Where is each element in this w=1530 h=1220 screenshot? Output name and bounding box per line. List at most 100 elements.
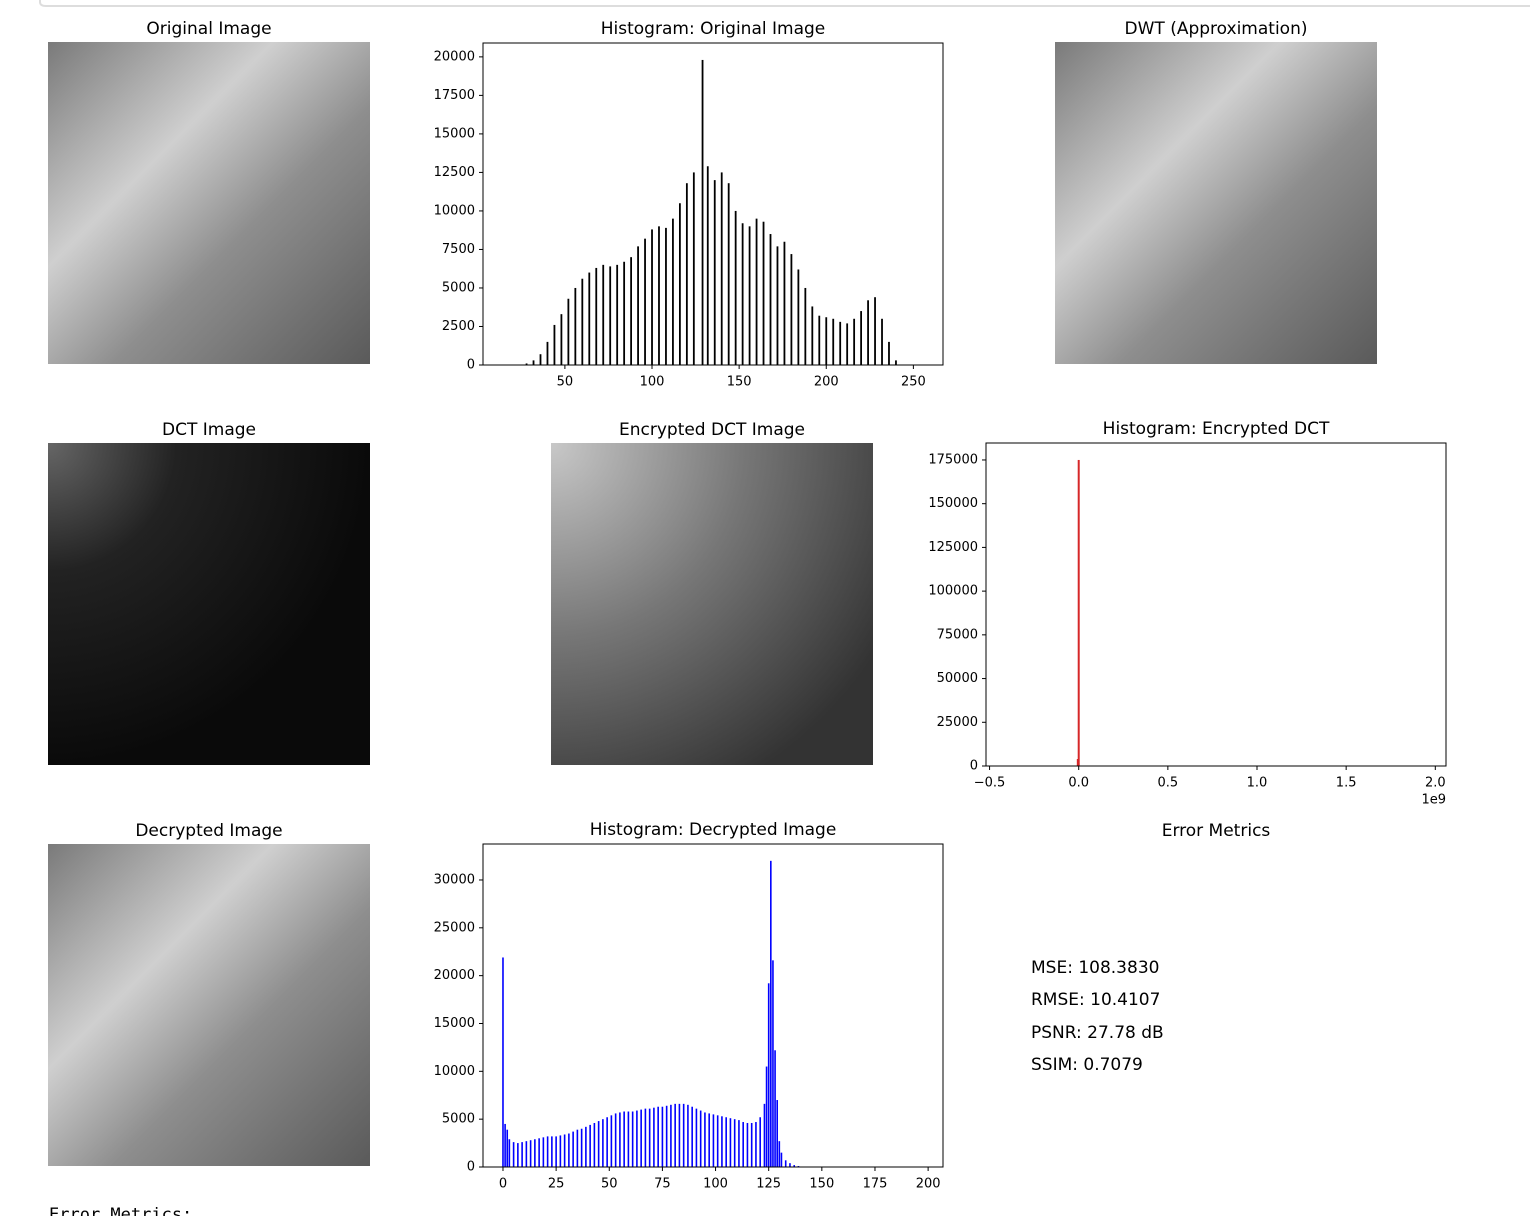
bar <box>628 1112 630 1167</box>
x-tick-label: 250 <box>901 375 926 390</box>
bar <box>640 1110 642 1167</box>
image <box>48 443 370 765</box>
bar <box>755 1122 757 1167</box>
bar <box>636 1111 638 1167</box>
metric: PSNR: 27.78 dB <box>1031 1023 1164 1043</box>
bar <box>860 311 862 365</box>
y-tick-label: 10000 <box>434 1064 475 1079</box>
image-title: DCT Image <box>162 420 256 440</box>
bar <box>630 257 632 365</box>
bar <box>606 1117 608 1167</box>
bar <box>581 1129 583 1167</box>
y-tick-label: 5000 <box>442 280 475 295</box>
x-tick-label: 200 <box>814 375 839 390</box>
bar <box>567 299 569 365</box>
chart-title: Histogram: Encrypted DCT <box>1103 419 1330 439</box>
metric: MSE: 108.3830 <box>1031 958 1159 978</box>
image-title: Encrypted DCT Image <box>619 420 805 440</box>
y-tick-label: 75000 <box>937 627 978 642</box>
y-tick-label: 175000 <box>928 452 978 467</box>
bar <box>585 1127 587 1167</box>
y-tick-label: 100000 <box>928 584 978 599</box>
bar <box>772 960 774 1167</box>
bar <box>653 1108 655 1167</box>
bar <box>611 1115 613 1167</box>
bar <box>540 354 542 365</box>
y-tick-label: 50000 <box>937 671 978 686</box>
bar <box>846 323 848 365</box>
y-tick-label: 5000 <box>442 1112 475 1127</box>
bar <box>714 180 716 365</box>
bar <box>657 1107 659 1167</box>
bar <box>502 957 504 1167</box>
bar <box>555 1136 557 1167</box>
bar <box>632 1112 634 1167</box>
bar <box>602 265 604 365</box>
bar <box>702 60 704 365</box>
bar <box>832 319 834 365</box>
bar <box>728 183 730 365</box>
bar <box>645 1109 647 1167</box>
image <box>48 844 370 1166</box>
bar <box>867 300 869 365</box>
image-title: Original Image <box>146 19 271 39</box>
bar <box>560 1135 562 1167</box>
bar <box>784 242 786 365</box>
bar <box>506 1130 508 1167</box>
bar <box>742 223 744 365</box>
bar <box>785 1160 787 1167</box>
bar <box>616 265 618 365</box>
y-tick-label: 20000 <box>434 968 475 983</box>
bar <box>888 342 890 365</box>
bar <box>818 316 820 365</box>
bar <box>513 1142 515 1167</box>
bar <box>602 1119 604 1167</box>
bar <box>839 322 841 365</box>
metric: RMSE: 10.4107 <box>1031 990 1160 1010</box>
output-text: Error Metrics: <box>49 1205 192 1216</box>
bar <box>609 266 611 365</box>
bar <box>749 226 751 365</box>
bar <box>708 1113 710 1167</box>
bar <box>564 1134 566 1167</box>
bar <box>751 1123 753 1167</box>
bar <box>577 1130 579 1167</box>
x-tick-label: 0.0 <box>1068 776 1089 791</box>
bar <box>672 219 674 365</box>
bar <box>742 1122 744 1167</box>
bar <box>615 1113 617 1167</box>
bar <box>825 317 827 365</box>
bar <box>649 1109 651 1167</box>
bar <box>637 246 639 365</box>
bar <box>895 360 897 365</box>
x-tick-label: 100 <box>703 1177 728 1192</box>
x-tick-label: 25 <box>548 1177 565 1192</box>
bar <box>774 1050 776 1167</box>
image-title: DWT (Approximation) <box>1125 19 1308 39</box>
bar <box>568 1134 570 1167</box>
bar <box>763 222 765 365</box>
image-title: Decrypted Image <box>135 821 282 841</box>
bar <box>534 1139 536 1167</box>
bar <box>766 1067 768 1167</box>
bar <box>789 1163 791 1167</box>
bar <box>764 1104 766 1167</box>
bar <box>574 288 576 365</box>
x-tick-label: 150 <box>727 375 752 390</box>
bar <box>776 1100 778 1167</box>
bar <box>623 1112 625 1167</box>
bar <box>679 1104 681 1167</box>
y-tick-label: 20000 <box>434 49 475 64</box>
bar <box>554 325 556 365</box>
bar <box>734 1119 736 1167</box>
bar <box>691 1107 693 1167</box>
chart-title: Histogram: Original Image <box>601 19 826 39</box>
bar <box>666 1106 668 1167</box>
bar <box>547 1136 549 1167</box>
bar <box>747 1123 749 1167</box>
y-tick-label: 0 <box>467 1160 475 1175</box>
image <box>1055 42 1377 364</box>
bar <box>588 273 590 365</box>
bar <box>797 269 799 365</box>
bar <box>547 342 549 365</box>
